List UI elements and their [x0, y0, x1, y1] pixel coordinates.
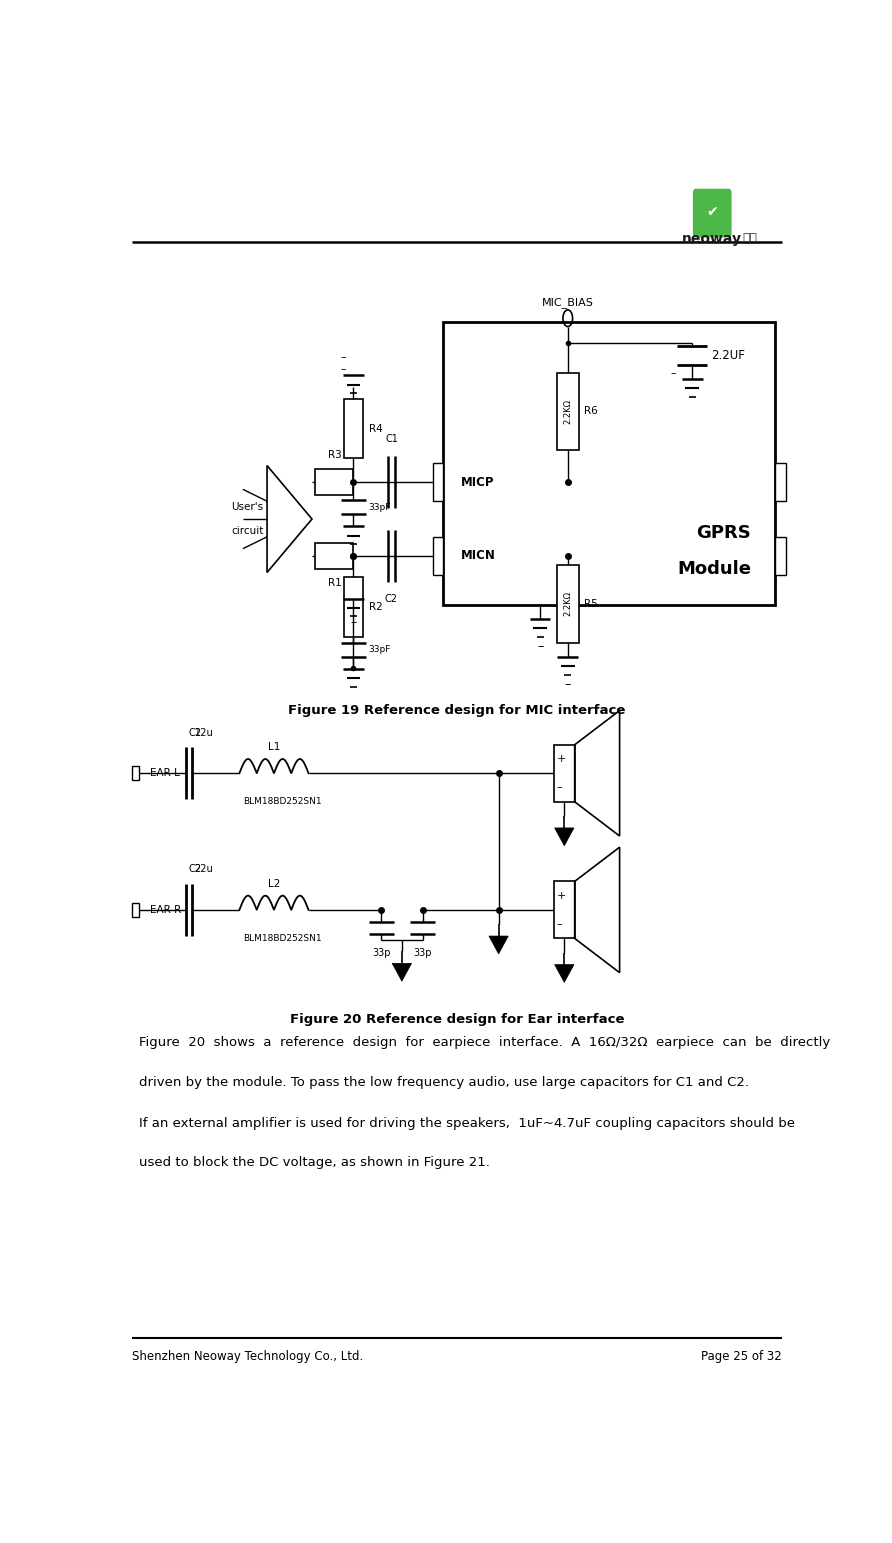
- Text: R2: R2: [368, 602, 383, 613]
- Text: User's: User's: [231, 501, 264, 512]
- Bar: [554, 881, 574, 938]
- Text: R3: R3: [327, 449, 342, 460]
- Text: EAR-R: EAR-R: [150, 904, 181, 915]
- Text: GPRS: GPRS: [696, 525, 751, 542]
- Text: Shenzhen Neoway Technology Co., Ltd.: Shenzhen Neoway Technology Co., Ltd.: [132, 1350, 363, 1362]
- Text: 2.2UF: 2.2UF: [712, 349, 746, 361]
- Text: L1: L1: [268, 742, 280, 751]
- Bar: [343, 577, 363, 637]
- Text: +: +: [557, 755, 566, 764]
- Bar: [443, 322, 775, 605]
- Text: L2: L2: [268, 878, 280, 889]
- Text: R5: R5: [584, 599, 599, 609]
- Polygon shape: [555, 829, 574, 846]
- Polygon shape: [555, 964, 574, 983]
- Text: 22u: 22u: [194, 864, 213, 875]
- Bar: [316, 543, 353, 569]
- Text: BLM18BD252SN1: BLM18BD252SN1: [243, 798, 321, 805]
- Text: –: –: [340, 352, 346, 363]
- Text: Page 25 of 32: Page 25 of 32: [701, 1350, 782, 1362]
- Text: R1: R1: [327, 579, 342, 588]
- Text: MICN: MICN: [460, 549, 495, 562]
- Text: neoway: neoway: [682, 231, 742, 245]
- Text: C2: C2: [385, 594, 398, 603]
- Text: 33pF: 33pF: [368, 645, 391, 654]
- Text: –: –: [557, 782, 562, 793]
- Text: EAR-L: EAR-L: [150, 768, 179, 778]
- Text: 33pF: 33pF: [368, 503, 391, 512]
- Text: Figure 19 Reference design for MIC interface: Figure 19 Reference design for MIC inter…: [288, 704, 626, 717]
- Text: –: –: [537, 640, 543, 653]
- Bar: [775, 537, 786, 576]
- Text: Figure 20 Reference design for Ear interface: Figure 20 Reference design for Ear inter…: [290, 1012, 624, 1026]
- Text: driven by the module. To pass the low frequency audio, use large capacitors for : driven by the module. To pass the low fr…: [139, 1075, 749, 1089]
- Text: R6: R6: [584, 406, 599, 417]
- Text: 33p: 33p: [413, 947, 432, 958]
- Bar: [433, 537, 443, 576]
- Text: MIC_BIAS: MIC_BIAS: [541, 296, 594, 307]
- Text: C2: C2: [189, 864, 202, 875]
- Polygon shape: [489, 937, 508, 954]
- Bar: [132, 903, 139, 917]
- Bar: [316, 469, 353, 495]
- Text: +: +: [557, 890, 566, 901]
- Text: –: –: [565, 679, 571, 691]
- Text: C1: C1: [189, 728, 202, 738]
- Text: If an external amplifier is used for driving the speakers,  1uF~4.7uF coupling c: If an external amplifier is used for dri…: [139, 1117, 795, 1131]
- Text: –: –: [340, 364, 346, 375]
- Text: circuit: circuit: [231, 526, 264, 535]
- Text: ✔: ✔: [706, 205, 718, 219]
- Bar: [775, 463, 786, 501]
- Bar: [554, 745, 574, 802]
- Text: 2.2KΩ: 2.2KΩ: [563, 400, 573, 424]
- Text: Module: Module: [677, 560, 751, 579]
- Text: –: –: [351, 617, 357, 630]
- Polygon shape: [392, 963, 411, 981]
- Text: 33p: 33p: [372, 947, 391, 958]
- Bar: [433, 463, 443, 501]
- Text: used to block the DC voltage, as shown in Figure 21.: used to block the DC voltage, as shown i…: [139, 1156, 490, 1170]
- Text: Figure  20  shows  a  reference  design  for  earpiece  interface.  A  16Ω/32Ω  : Figure 20 shows a reference design for e…: [139, 1037, 830, 1049]
- Bar: [343, 400, 363, 458]
- Bar: [557, 373, 579, 451]
- Text: MICP: MICP: [460, 475, 494, 489]
- Text: –: –: [557, 920, 562, 929]
- Bar: [557, 565, 579, 642]
- Text: 有方: 有方: [743, 231, 758, 245]
- Bar: [132, 767, 139, 781]
- Text: 22u: 22u: [194, 728, 213, 738]
- Text: R4: R4: [368, 424, 383, 434]
- Text: C1: C1: [385, 434, 398, 444]
- Text: –: –: [670, 367, 675, 378]
- FancyBboxPatch shape: [693, 188, 731, 238]
- Text: 2.2KΩ: 2.2KΩ: [563, 591, 573, 617]
- Text: BLM18BD252SN1: BLM18BD252SN1: [243, 934, 321, 943]
